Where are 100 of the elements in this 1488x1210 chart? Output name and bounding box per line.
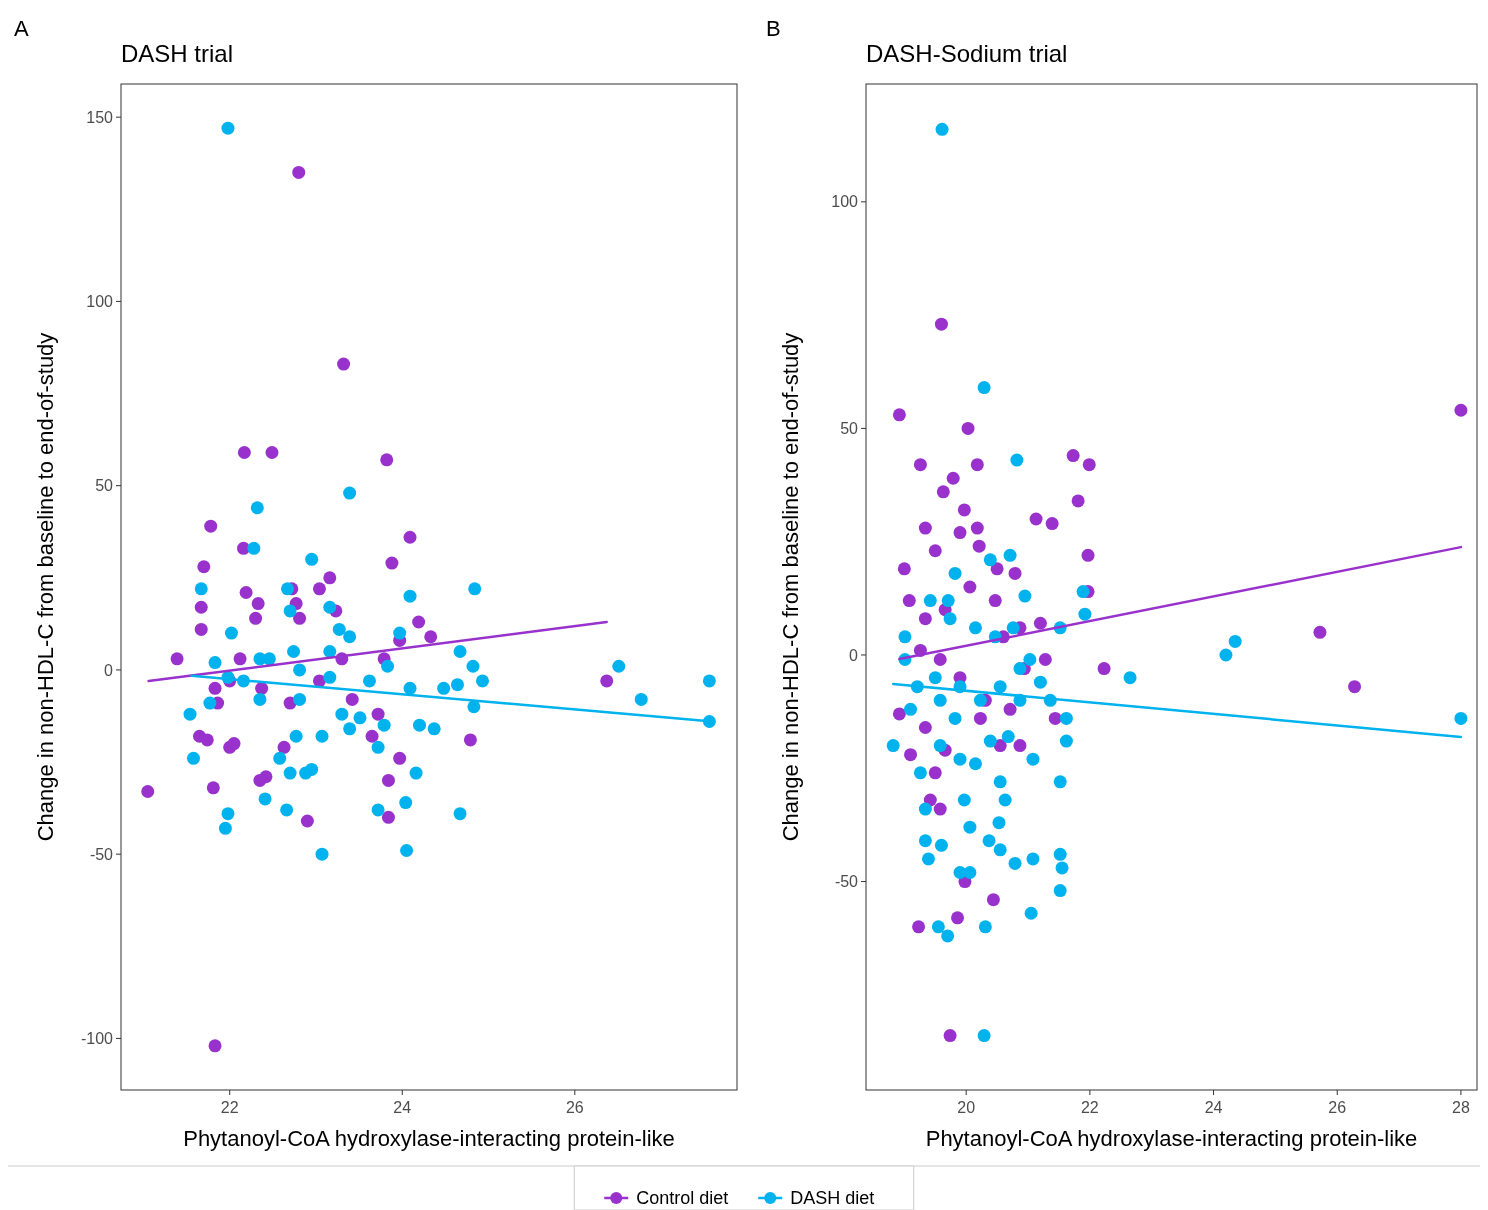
point [463, 733, 477, 747]
x-tick-label: 24 [393, 1099, 412, 1116]
legend-label: Control diet [636, 1188, 729, 1209]
point [206, 781, 220, 795]
point [961, 421, 975, 435]
point [600, 674, 614, 688]
point [1033, 616, 1047, 630]
y-axis-title: Change in non-HDL-C from baseline to end-of-study [778, 332, 803, 842]
point [986, 893, 1000, 907]
chart-title: DASH-Sodium trial [866, 40, 1068, 67]
y-tick-label: 100 [831, 193, 859, 211]
point [1048, 711, 1062, 725]
x-tick-label: 26 [565, 1099, 584, 1116]
x-tick-label: 28 [1452, 1099, 1470, 1116]
point [293, 611, 307, 625]
point [928, 544, 942, 558]
point [1097, 662, 1111, 676]
point [957, 503, 971, 517]
point [990, 562, 1004, 576]
point [380, 453, 394, 467]
point [197, 560, 211, 574]
point [381, 773, 395, 787]
point [897, 562, 911, 576]
chart-title: DASH trial [121, 40, 234, 67]
point [1454, 403, 1468, 417]
point [424, 630, 438, 644]
point [170, 652, 184, 666]
x-tick-label: 22 [1080, 1099, 1099, 1116]
point [403, 530, 417, 544]
x-tick-label: 20 [957, 1099, 976, 1116]
point [412, 615, 426, 629]
point [381, 810, 395, 824]
point [292, 165, 306, 179]
point [946, 471, 960, 485]
y-tick-label: -100 [80, 1030, 114, 1048]
point [251, 597, 265, 611]
y-tick-label: 0 [104, 661, 114, 679]
point [200, 733, 214, 747]
point [208, 681, 222, 695]
point [912, 920, 926, 934]
point [237, 446, 251, 459]
point [918, 521, 932, 535]
point [970, 521, 984, 535]
point [918, 720, 932, 734]
point [1348, 680, 1362, 694]
text: A [14, 16, 29, 41]
x-axis-title: Phytanoyl-CoA hydroxylase-interacting protein-like [925, 1126, 1418, 1151]
point [928, 766, 942, 780]
y-tick-label: 150 [86, 108, 114, 126]
y-tick-label: 50 [95, 477, 114, 495]
point [1045, 517, 1059, 531]
point [892, 408, 906, 422]
point [312, 582, 326, 596]
legend-label: DASH diet [790, 1188, 875, 1209]
point [1029, 512, 1043, 526]
point [933, 802, 947, 816]
point [918, 612, 932, 626]
point [249, 611, 263, 625]
point [141, 785, 155, 798]
point [393, 751, 407, 765]
y-tick-label: -50 [834, 873, 859, 891]
point [265, 446, 279, 459]
point [1082, 458, 1096, 472]
point [239, 586, 253, 600]
point [892, 707, 906, 721]
point [1066, 449, 1080, 463]
point [933, 653, 947, 666]
y-tick-label: 100 [86, 293, 114, 311]
point [300, 814, 314, 828]
x-tick-label: 26 [1328, 1099, 1347, 1116]
point [227, 737, 241, 751]
x-tick-label: 24 [1204, 1099, 1223, 1116]
point [1071, 494, 1085, 508]
y-tick-label: 0 [849, 646, 859, 664]
y-tick-label: -50 [89, 845, 114, 863]
point [963, 580, 977, 594]
point [194, 622, 208, 636]
point [988, 594, 1002, 608]
point [936, 485, 950, 499]
text: B [766, 16, 781, 41]
point [934, 317, 948, 331]
point [1013, 739, 1027, 753]
point [1008, 566, 1022, 580]
point [337, 357, 351, 371]
y-tick-label: 50 [840, 420, 859, 437]
point [1081, 548, 1095, 562]
point [1003, 702, 1017, 716]
point [943, 1029, 957, 1043]
x-tick-label: 22 [220, 1099, 239, 1116]
point [951, 911, 965, 925]
point [385, 556, 399, 570]
point [233, 652, 247, 666]
point [953, 526, 967, 540]
point [902, 594, 916, 608]
point [345, 692, 359, 706]
point [365, 729, 379, 743]
y-axis-title: Change in non-HDL-C from baseline to end-of-study [33, 332, 58, 842]
point [973, 711, 987, 725]
x-axis-title: Phytanoyl-CoA hydroxylase-interacting protein-like [183, 1126, 675, 1151]
point [1038, 653, 1052, 666]
